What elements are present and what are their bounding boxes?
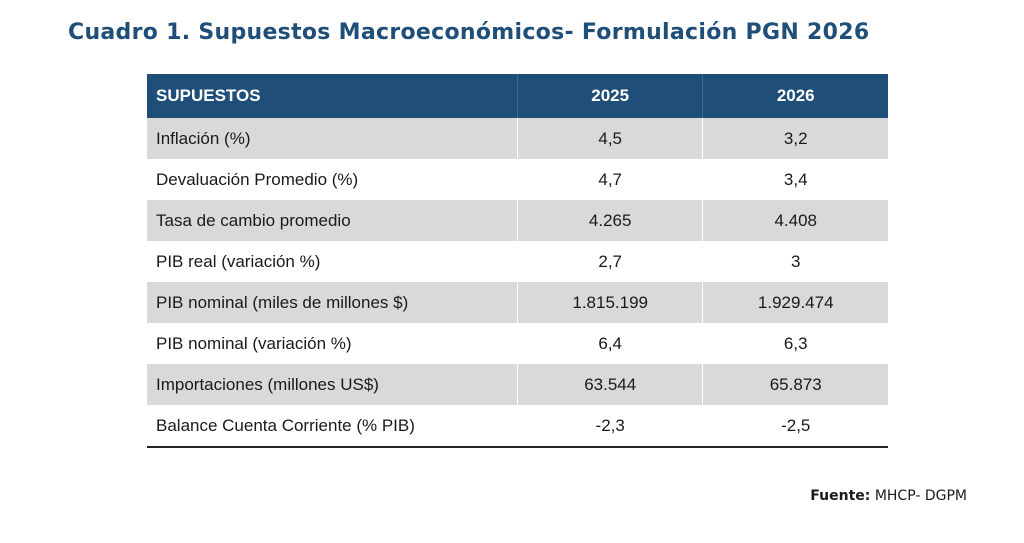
table-row: PIB nominal (miles de millones $) 1.815.…: [147, 282, 888, 323]
page-title: Cuadro 1. Supuestos Macroeconómicos- For…: [68, 20, 870, 45]
assumptions-table: SUPUESTOS 2025 2026 Inflación (%) 4,5 3,…: [147, 74, 888, 448]
value-2025: -2,3: [517, 405, 704, 448]
value-2026: 3: [702, 241, 888, 282]
row-label: PIB real (variación %): [147, 241, 518, 282]
value-2026: 1.929.474: [702, 282, 888, 323]
row-label: Importaciones (millones US$): [147, 364, 518, 405]
value-2026: -2,5: [702, 405, 888, 448]
row-label: Tasa de cambio promedio: [147, 200, 518, 241]
source-label: Fuente:: [810, 488, 871, 504]
table-row: Devaluación Promedio (%) 4,7 3,4: [147, 159, 888, 200]
header-supuestos: SUPUESTOS: [147, 74, 518, 118]
value-2025: 4,7: [517, 159, 704, 200]
table-row: PIB real (variación %) 2,7 3: [147, 241, 888, 282]
table-header-row: SUPUESTOS 2025 2026: [147, 74, 888, 118]
table-row: Inflación (%) 4,5 3,2: [147, 118, 888, 159]
value-2025: 4.265: [517, 200, 704, 241]
row-label: Balance Cuenta Corriente (% PIB): [147, 405, 518, 448]
source-note: Fuente: MHCP- DGPM: [810, 488, 967, 504]
value-2026: 3,4: [702, 159, 888, 200]
value-2025: 63.544: [517, 364, 704, 405]
row-label: PIB nominal (variación %): [147, 323, 518, 364]
source-text: MHCP- DGPM: [874, 488, 967, 504]
table-row: Tasa de cambio promedio 4.265 4.408: [147, 200, 888, 241]
table-row: Importaciones (millones US$) 63.544 65.8…: [147, 364, 888, 405]
value-2026: 6,3: [702, 323, 888, 364]
value-2026: 4.408: [702, 200, 888, 241]
value-2025: 4,5: [517, 118, 704, 159]
header-2025: 2025: [517, 74, 704, 118]
row-label: PIB nominal (miles de millones $): [147, 282, 518, 323]
value-2025: 2,7: [517, 241, 704, 282]
value-2026: 3,2: [702, 118, 888, 159]
value-2025: 6,4: [517, 323, 704, 364]
table-row: PIB nominal (variación %) 6,4 6,3: [147, 323, 888, 364]
value-2025: 1.815.199: [517, 282, 704, 323]
row-label: Devaluación Promedio (%): [147, 159, 518, 200]
header-2026: 2026: [702, 74, 888, 118]
table-row: Balance Cuenta Corriente (% PIB) -2,3 -2…: [147, 405, 888, 448]
row-label: Inflación (%): [147, 118, 518, 159]
value-2026: 65.873: [702, 364, 888, 405]
